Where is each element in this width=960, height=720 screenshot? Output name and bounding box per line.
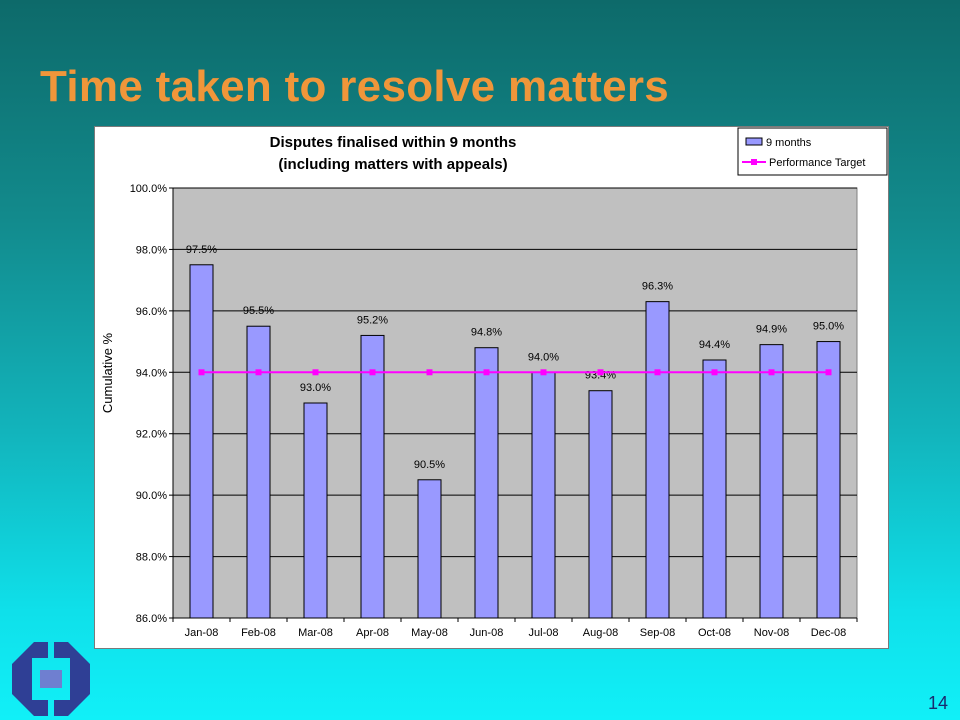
legend-line-marker [751, 159, 757, 165]
bar-data-label: 94.8% [471, 327, 502, 339]
x-tick-label: Nov-08 [754, 627, 789, 639]
bar-data-label: 94.4% [699, 339, 730, 351]
y-tick-label: 94.0% [136, 367, 167, 379]
x-tick-label: Oct-08 [698, 627, 731, 639]
x-tick-label: Aug-08 [583, 627, 618, 639]
bar-data-label: 96.3% [642, 281, 673, 293]
x-tick-label: Mar-08 [298, 627, 333, 639]
bar-sep-08 [645, 301, 670, 619]
bar-apr-08 [360, 334, 385, 619]
slide-title: Time taken to resolve matters [40, 62, 670, 111]
x-tick-label: Jun-08 [470, 627, 504, 639]
plot-area [172, 187, 858, 619]
page-number: 14 [927, 693, 948, 713]
x-tick-label: Feb-08 [241, 627, 276, 639]
y-tick-label: 100.0% [130, 183, 168, 195]
logo-center-shape [40, 670, 62, 688]
y-tick-label: 98.0% [136, 244, 167, 256]
logo-left-arrow-shape [12, 642, 48, 716]
performance-target-marker [312, 369, 319, 376]
chart-title-line: Disputes finalised within 9 months [270, 134, 517, 151]
performance-target-marker [483, 369, 490, 376]
y-tick-label: 96.0% [136, 306, 167, 318]
bar-nov-08 [759, 344, 784, 619]
x-tick-label: Jan-08 [185, 627, 219, 639]
x-tick-label: Jul-08 [529, 627, 559, 639]
bar-data-label: 94.9% [756, 324, 787, 336]
bar-jun-08 [474, 347, 499, 619]
bar-data-label: 95.5% [243, 305, 274, 317]
performance-target-marker [426, 369, 433, 376]
logo-right-arrow-shape [54, 642, 90, 716]
chart-container: Disputes finalised within 9 months (inclu… [94, 126, 889, 649]
bar-data-label: 97.5% [186, 244, 217, 256]
legend-box [737, 127, 888, 176]
bar-mar-08 [303, 402, 328, 619]
bar-data-label: 93.0% [300, 382, 331, 394]
performance-target-marker [198, 369, 205, 376]
bar-jul-08 [531, 371, 556, 619]
performance-target-marker [825, 369, 832, 376]
bar-aug-08 [588, 390, 613, 619]
bar-dec-08 [816, 341, 841, 619]
y-tick-label: 90.0% [136, 490, 167, 502]
x-tick-label: May-08 [411, 627, 448, 639]
y-tick-label: 86.0% [136, 613, 167, 625]
bar-data-label: 94.0% [528, 351, 559, 363]
y-tick-label: 88.0% [136, 552, 167, 564]
performance-target-marker [654, 369, 661, 376]
performance-target-marker [540, 369, 547, 376]
interlocking-arrows-logo-icon [12, 642, 90, 716]
y-tick-label: 92.0% [136, 429, 167, 441]
bar-may-08 [417, 479, 442, 619]
bar-jan-08 [189, 264, 214, 619]
bar-data-label: 95.0% [813, 321, 844, 333]
performance-target-marker [711, 369, 718, 376]
bar-feb-08 [246, 325, 271, 619]
chart-title-line: (including matters with appeals) [278, 156, 507, 173]
performance-target-marker [597, 369, 604, 376]
legend-bar-swatch [745, 137, 763, 146]
legend-label-9-months: 9 months [766, 137, 812, 149]
bar-data-label: 95.2% [357, 314, 388, 326]
performance-target-marker [768, 369, 775, 376]
legend-label-performance-target: Performance Target [769, 157, 865, 169]
y-axis-title: Cumulative % [100, 332, 115, 413]
bar-data-label: 90.5% [414, 459, 445, 471]
x-tick-label: Sep-08 [640, 627, 675, 639]
performance-target-marker [369, 369, 376, 376]
bar-oct-08 [702, 359, 727, 619]
bar-chart: Disputes finalised within 9 months (inclu… [100, 127, 888, 639]
performance-target-marker [255, 369, 262, 376]
x-tick-label: Apr-08 [356, 627, 389, 639]
x-tick-label: Dec-08 [811, 627, 846, 639]
